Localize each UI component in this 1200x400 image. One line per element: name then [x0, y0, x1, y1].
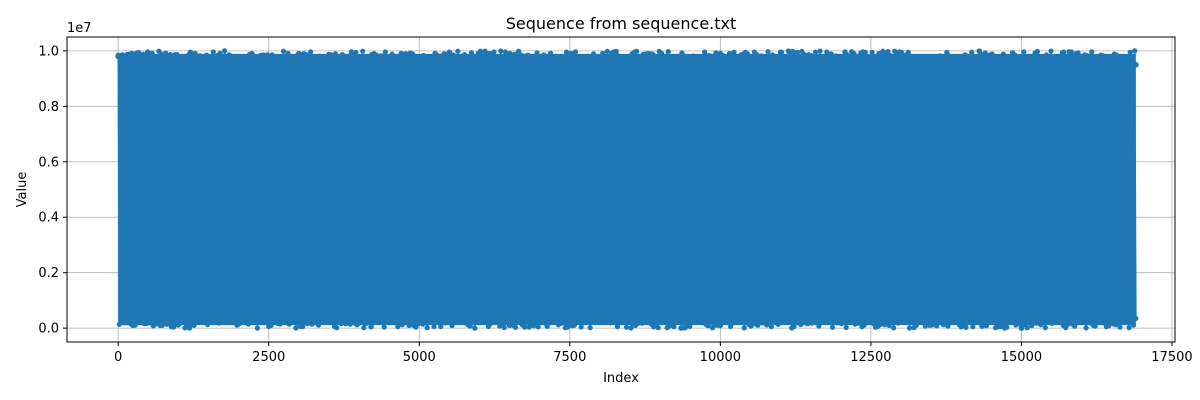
data-point — [717, 322, 724, 329]
x-tick-label: 0 — [114, 350, 122, 365]
series-line — [117, 50, 1137, 329]
x-tick-label: 7500 — [553, 350, 586, 365]
data-point — [1090, 322, 1097, 329]
data-point — [115, 53, 121, 60]
x-tick-label: 2500 — [252, 350, 285, 365]
data-point — [567, 319, 573, 326]
y-axis-label: Value — [15, 172, 30, 208]
y-tick-label: 0.4 — [38, 211, 59, 226]
x-tick-label: 5000 — [403, 350, 436, 365]
data-point — [187, 49, 194, 56]
x-tick-label: 15000 — [1001, 350, 1042, 365]
y-tick-label: 1.0 — [38, 44, 59, 59]
data-point — [515, 48, 522, 55]
data-point — [958, 323, 965, 330]
chart-title: Sequence from sequence.txt — [506, 14, 737, 33]
x-tick-label: 10000 — [700, 350, 741, 365]
data-point — [1133, 61, 1139, 68]
data-point — [133, 50, 140, 57]
data-point — [122, 319, 129, 326]
data-point — [880, 48, 886, 55]
plot-area-frame — [66, 36, 1176, 343]
x-axis-label: Index — [603, 371, 639, 386]
data-point — [296, 50, 302, 57]
y-tick-label: 0.8 — [38, 100, 59, 115]
x-tick-label: 17500 — [1151, 350, 1192, 365]
y-tick-label: 0.0 — [38, 322, 59, 337]
data-point — [506, 322, 513, 329]
tick-layer: 0 2500 5000 7500 10000 12500 15000 17500 0.0 0.2 0… — [38, 44, 1192, 365]
y-axis-offset-label: 1e7 — [67, 21, 92, 36]
x-tick-label: 12500 — [850, 350, 891, 365]
data-point — [777, 49, 784, 56]
data-point — [235, 321, 242, 327]
data-point — [868, 317, 874, 323]
data-point — [1018, 325, 1025, 331]
data-layer — [115, 48, 1139, 331]
y-tick-label: 0.6 — [38, 155, 59, 170]
data-point — [157, 322, 164, 329]
y-tick-label: 0.2 — [38, 266, 59, 281]
data-point — [368, 323, 374, 330]
data-point — [446, 49, 453, 56]
data-point — [1060, 49, 1067, 56]
data-point — [645, 50, 651, 57]
data-point — [976, 48, 983, 54]
